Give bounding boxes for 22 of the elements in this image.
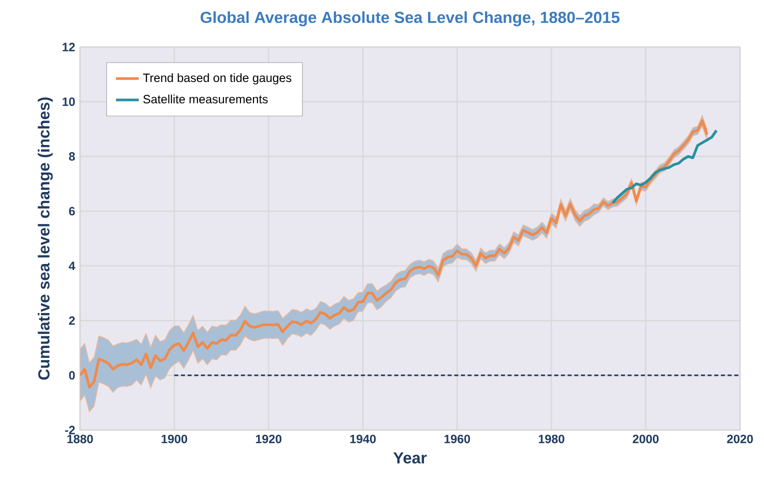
x-tick-label: 1980 [538, 434, 564, 444]
y-tick-label: 4 [68, 262, 76, 270]
x-tick-label: 1940 [350, 434, 376, 444]
y-tick-label: 12 [62, 42, 75, 52]
y-tick-label: 0 [69, 371, 75, 380]
y-tick-label: 8 [68, 152, 75, 161]
legend-label: Trend based on tide gauges [143, 73, 292, 84]
x-tick-label: 2000 [632, 434, 659, 444]
y-tick-label: 2 [69, 316, 75, 325]
x-tick-label: 2020 [727, 434, 753, 444]
chart-title: Global Average Absolute Sea Level Change, 1880–2015 [200, 11, 620, 26]
legend-label: Satellite measurements [143, 94, 268, 104]
line-series [611, 129, 718, 204]
x-tick-label: 1960 [444, 434, 470, 444]
x-tick-label: 1920 [256, 434, 282, 444]
y-tick-label: -2 [65, 426, 75, 434]
x-tick-label: 1900 [162, 434, 188, 444]
y-axis-title: Cumulative sea level change (inches) [38, 97, 53, 380]
y-tick-label: 10 [62, 97, 75, 106]
x-axis-title: Year [393, 452, 427, 464]
x-tick-label: 1880 [67, 434, 93, 444]
y-tick-label: 6 [69, 206, 75, 216]
